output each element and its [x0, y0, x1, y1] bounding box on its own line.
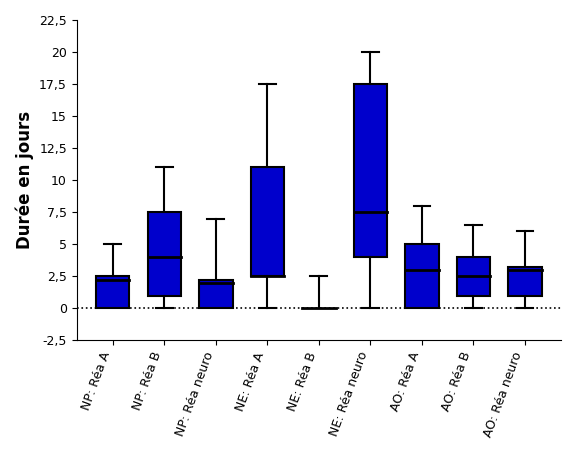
Bar	[354, 84, 387, 257]
Bar	[96, 276, 130, 308]
Bar	[405, 244, 439, 308]
Bar	[508, 267, 541, 296]
Bar	[199, 280, 233, 308]
Bar	[147, 212, 181, 296]
Bar	[457, 257, 490, 296]
Bar	[251, 168, 284, 276]
Y-axis label: Durée en jours: Durée en jours	[15, 111, 33, 249]
